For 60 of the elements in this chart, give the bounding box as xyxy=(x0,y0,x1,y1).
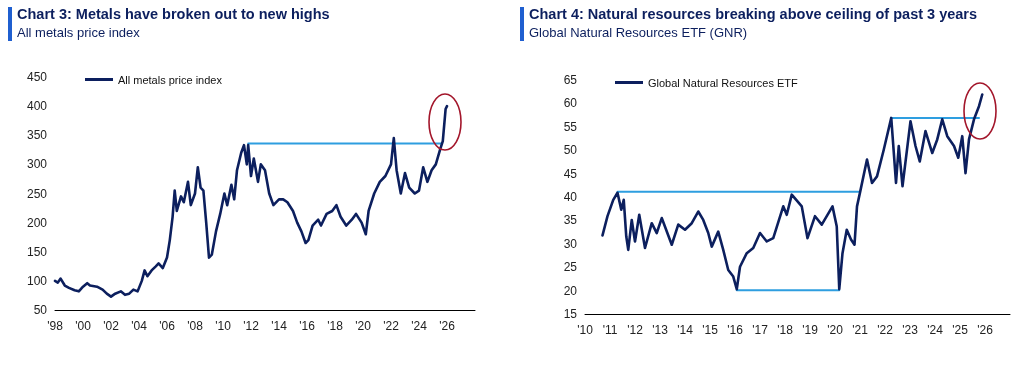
x-tick-label: '02 xyxy=(103,319,120,333)
x-tick-label: '23 xyxy=(902,323,919,337)
x-tick-label: '06 xyxy=(159,319,176,333)
x-tick-label: '20 xyxy=(827,323,844,337)
y-tick-label: 55 xyxy=(563,119,578,134)
y-tick-label: 30 xyxy=(563,236,578,251)
chart-subtitle: All metals price index xyxy=(17,25,141,40)
x-tick-label: '13 xyxy=(652,323,669,337)
x-tick-label: '21 xyxy=(852,323,869,337)
y-tick-label: 400 xyxy=(26,99,48,114)
y-tick-label: 150 xyxy=(26,244,48,259)
y-tick-label: 100 xyxy=(26,273,48,288)
x-tick-label: '25 xyxy=(952,323,969,337)
x-tick-label: '17 xyxy=(752,323,769,337)
y-tick-label: 250 xyxy=(26,186,48,201)
y-tick-label: 40 xyxy=(563,190,578,204)
y-tick-label: 65 xyxy=(563,73,578,87)
x-tick-label: '10 xyxy=(215,319,232,333)
x-tick-label: '26 xyxy=(439,319,456,333)
x-tick-label: '04 xyxy=(131,319,148,333)
x-tick-label: '24 xyxy=(411,319,428,333)
x-tick-label: '12 xyxy=(627,323,644,337)
chart-subtitle: Global Natural Resources ETF (GNR) xyxy=(529,25,749,40)
x-tick-label: '15 xyxy=(702,323,719,337)
line-series xyxy=(601,93,984,291)
chart-title: Chart 4: Natural resources breaking above ceiling of past 3 years xyxy=(529,6,978,22)
y-tick-label: 35 xyxy=(563,213,578,228)
x-tick-label: '11 xyxy=(602,323,618,337)
y-tick-label: 60 xyxy=(563,96,578,111)
y-tick-label: 25 xyxy=(563,260,578,275)
x-tick-label: '00 xyxy=(75,319,92,333)
x-tick-label: '18 xyxy=(777,323,794,337)
y-tick-label: 50 xyxy=(33,303,48,317)
x-tick-label: '08 xyxy=(187,319,204,333)
x-tick-label: '19 xyxy=(802,323,819,337)
y-tick-label: 50 xyxy=(563,143,578,158)
x-tick-label: '16 xyxy=(299,319,316,333)
x-tick-label: '16 xyxy=(727,323,744,337)
x-tick-label: '26 xyxy=(977,323,994,337)
x-tick-label: '20 xyxy=(355,319,372,333)
x-tick-label: '24 xyxy=(927,323,944,337)
x-tick-label: '98 xyxy=(47,319,64,333)
legend-label: All metals price index xyxy=(118,73,223,86)
line-series xyxy=(53,104,449,298)
x-tick-label: '18 xyxy=(327,319,344,333)
y-tick-label: 20 xyxy=(563,283,578,298)
y-tick-label: 15 xyxy=(563,307,578,321)
y-tick-label: 200 xyxy=(26,215,48,230)
y-tick-label: 45 xyxy=(563,166,578,181)
y-tick-label: 350 xyxy=(26,128,48,143)
x-tick-label: '12 xyxy=(243,319,260,333)
x-tick-label: '14 xyxy=(677,323,694,337)
x-tick-label: '14 xyxy=(271,319,288,333)
legend-label: Global Natural Resources ETF xyxy=(648,76,799,89)
chart-title: Chart 3: Metals have broken out to new highs xyxy=(17,6,330,22)
x-tick-label: '10 xyxy=(577,323,594,337)
x-tick-label: '22 xyxy=(877,323,894,337)
y-tick-label: 300 xyxy=(26,157,48,172)
y-tick-label: 450 xyxy=(26,70,48,84)
x-tick-label: '22 xyxy=(383,319,400,333)
